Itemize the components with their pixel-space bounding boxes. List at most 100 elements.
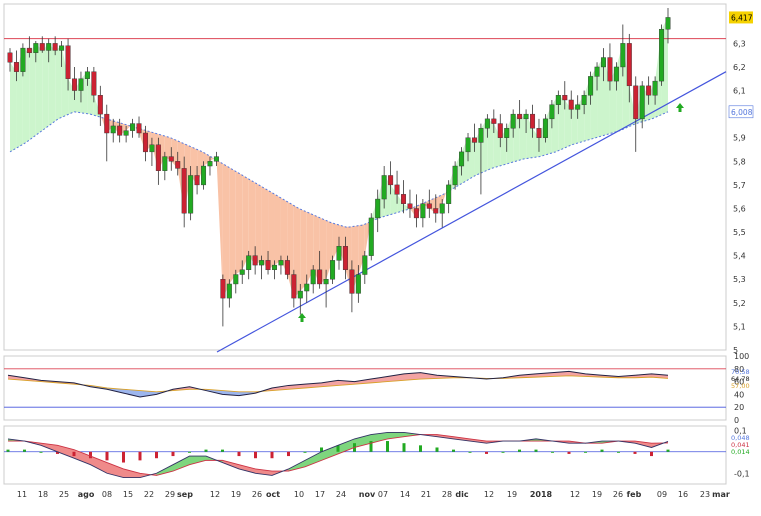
candle-body [317, 269, 323, 285]
candle-body [26, 47, 32, 54]
macd-fill-segment [338, 438, 355, 454]
candle-body [504, 128, 510, 138]
candle-body [33, 43, 39, 54]
candle [201, 161, 207, 190]
macd-histogram-bar [485, 451, 488, 454]
osc-fill-segment [123, 389, 140, 397]
candle-body [510, 113, 516, 129]
candle-body [259, 260, 265, 266]
candle-body [407, 203, 413, 209]
trend-fill-segment [558, 95, 565, 151]
candle-body [130, 123, 136, 131]
candle-body [252, 255, 258, 266]
y-tick-label: 5 [733, 346, 738, 355]
osc-value-label: 64,78 [731, 375, 750, 383]
candle [271, 260, 277, 280]
candle-body [368, 217, 374, 256]
candle-body [194, 175, 200, 186]
candle [65, 38, 71, 91]
candle-body [226, 283, 232, 299]
osc-fill-segment [420, 372, 437, 380]
y-tick-label: 5,1 [733, 322, 746, 331]
candle-body [207, 161, 213, 167]
candle-body [330, 260, 336, 280]
macd-y-tick-label: 0,1 [734, 426, 747, 435]
macd-histogram-bar [518, 449, 521, 452]
candle-body [439, 203, 445, 214]
candle [536, 118, 542, 152]
candle-body [355, 274, 361, 294]
y-tick-label: 6,2 [733, 63, 746, 72]
macd-histogram-bar [6, 449, 10, 452]
macd-histogram-bar [155, 451, 158, 459]
trend-fill-segment [16, 48, 23, 149]
candle [588, 71, 594, 105]
y-tick-label: 5,5 [733, 228, 746, 237]
trend-fill-segment [306, 211, 314, 284]
macd-histogram-bar [320, 447, 323, 452]
osc-value-label: 70,58 [731, 368, 750, 376]
candle [510, 109, 516, 138]
x-tick-label: nov [359, 490, 376, 499]
macd-histogram-bar [386, 441, 389, 452]
macd-histogram-bar [617, 451, 620, 453]
candle [168, 147, 174, 171]
candle [497, 114, 503, 148]
candle-body [278, 260, 284, 266]
candle-body [607, 57, 613, 82]
candle [213, 151, 219, 167]
last-price-label: 6,417 [731, 13, 753, 22]
candle [265, 250, 271, 275]
trend-fill-segment [242, 175, 249, 270]
candle [220, 274, 226, 327]
trend-fill-segment [319, 217, 327, 284]
trend-fill-segment [42, 43, 49, 131]
candle [394, 170, 400, 204]
candle [162, 151, 168, 181]
moving-average-line [9, 111, 669, 228]
macd-histogram-bar [501, 451, 505, 453]
trend-fill-segment [300, 209, 307, 292]
osc-fill-segment [519, 373, 536, 378]
macd-histogram-bar [600, 449, 604, 452]
candle-body [562, 95, 568, 101]
osc-y-tick-label: 40 [734, 390, 744, 399]
x-tick-label: 28 [442, 490, 452, 499]
candle-body [271, 264, 277, 271]
candle [123, 125, 129, 143]
macd-fill-segment [107, 462, 124, 478]
price-panel: 6,36,26,165,95,85,75,65,55,45,35,25,156,… [3, 3, 754, 355]
macd-fill-segment [189, 456, 206, 465]
trend-fill-segment [222, 163, 230, 299]
x-tick-label: 07 [378, 490, 388, 499]
candle-body [46, 43, 52, 51]
candle [542, 114, 548, 143]
macd-line [7, 431, 669, 479]
trend-fill-segment [280, 197, 288, 275]
x-tick-label: 29 [165, 490, 175, 499]
x-axis: 11 18 25 ago 08 15 22 29 sep 12 19 26 oct 10 17 24 nov 07… [17, 490, 730, 499]
candle-body [413, 208, 419, 219]
macd-fill-segment [140, 473, 157, 478]
candle-body [420, 203, 426, 219]
candle [594, 62, 600, 91]
candle [523, 109, 529, 134]
macd-histogram-bar [56, 451, 59, 454]
candle-body [659, 29, 665, 82]
macd-fill-segment [41, 443, 58, 452]
candle-body [284, 260, 290, 275]
candle [136, 116, 142, 138]
candle-body [517, 113, 523, 120]
candle-body [213, 156, 219, 162]
candle [342, 236, 348, 280]
candle-body [497, 123, 503, 138]
candle [155, 137, 161, 185]
candle [323, 269, 329, 308]
macd-fill-segment [321, 445, 338, 461]
macd-histogram-bar [534, 449, 538, 452]
macd-fill-segment [222, 460, 239, 469]
candle-body [471, 137, 477, 143]
x-tick-label: 18 [38, 490, 48, 499]
candle [504, 123, 510, 152]
trend-fill-segment [313, 214, 320, 284]
